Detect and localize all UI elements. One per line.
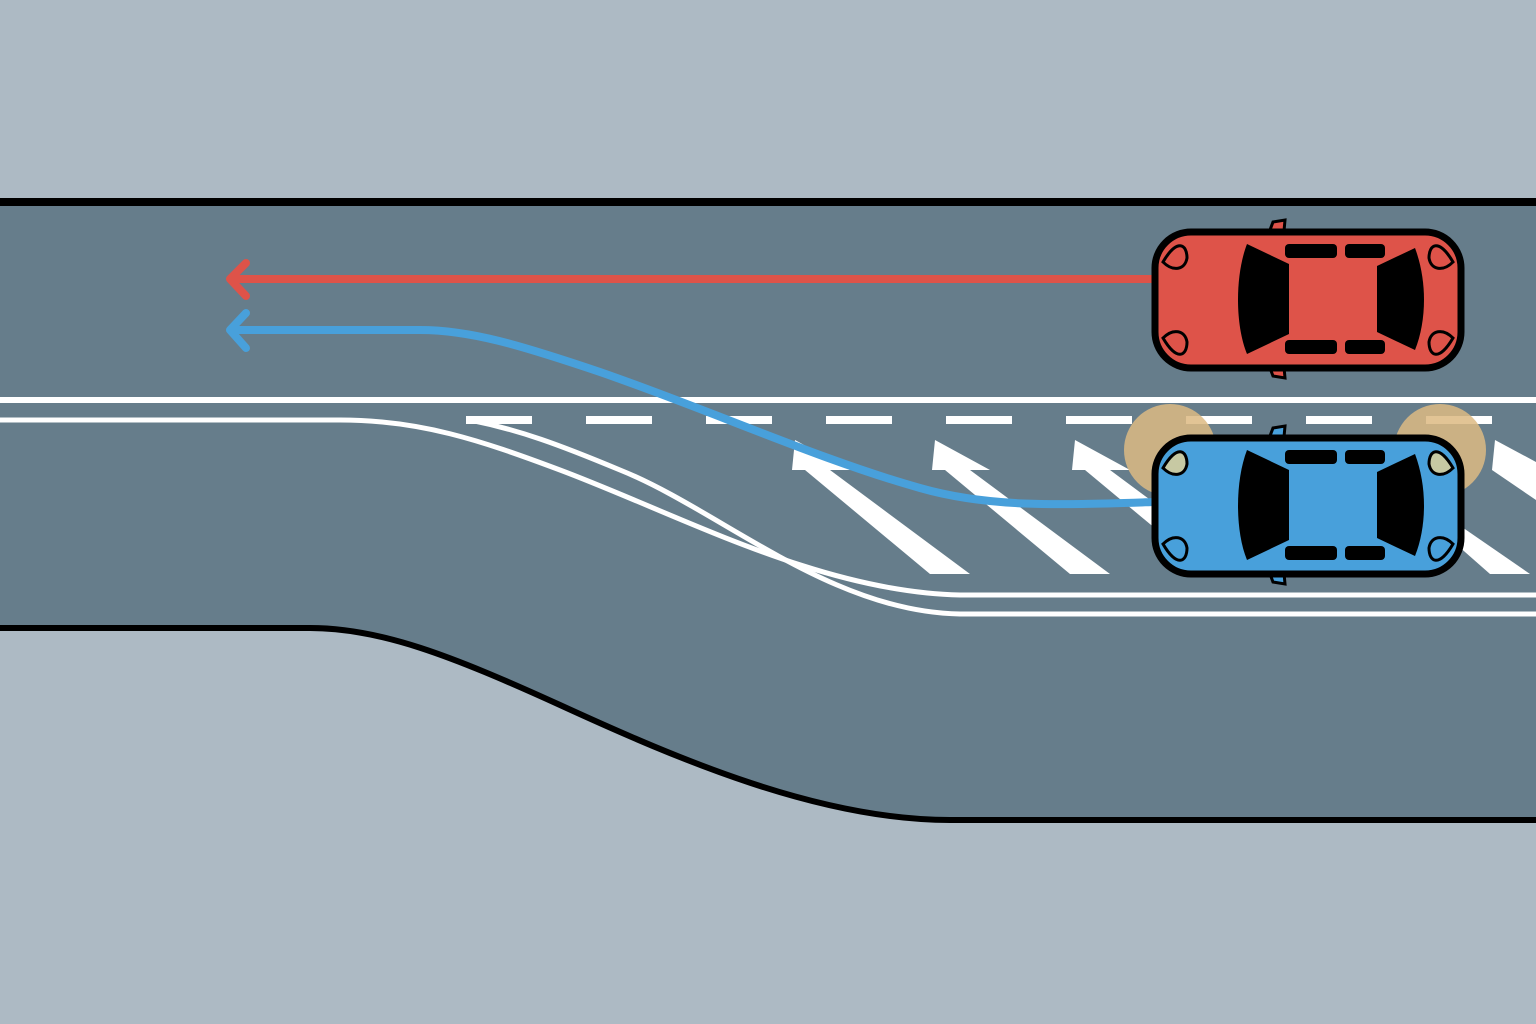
merge-line-lower <box>469 417 1536 617</box>
merge-line-upper <box>0 417 1536 598</box>
rear-window <box>1377 248 1424 350</box>
windshield <box>1238 450 1289 560</box>
road-edge-bottom <box>0 625 1536 823</box>
blue-car <box>1151 424 1465 586</box>
red-arrow-head <box>226 259 250 300</box>
road-surface <box>0 202 1536 820</box>
blue-arrow-head <box>226 309 250 352</box>
red-car <box>1151 218 1465 380</box>
rear-window <box>1377 454 1424 556</box>
windshield <box>1238 244 1289 354</box>
blue-car-path <box>226 309 1159 509</box>
red-car-path <box>226 259 1159 300</box>
